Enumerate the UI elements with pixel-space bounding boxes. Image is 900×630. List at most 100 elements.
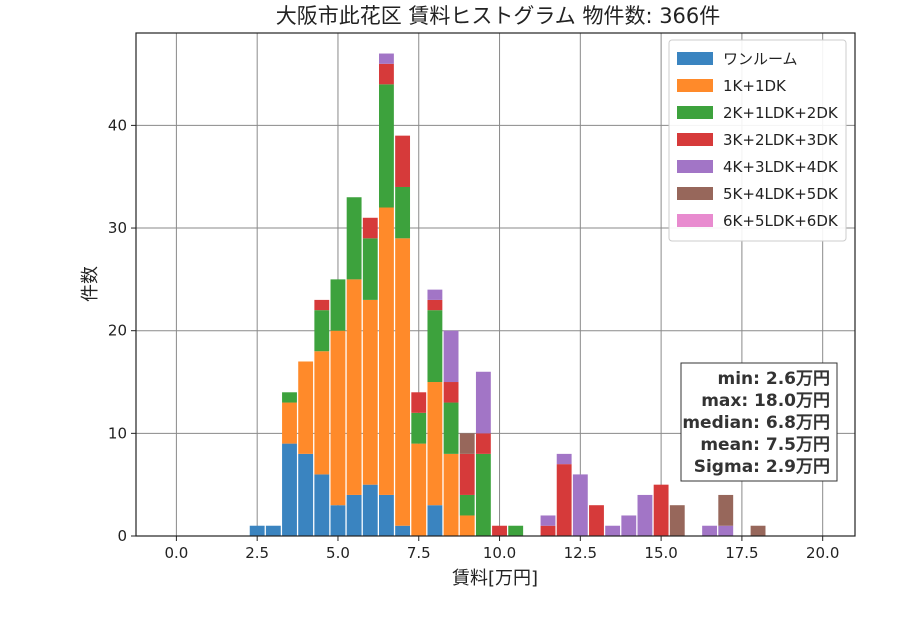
legend-swatch [677,160,713,173]
legend-swatch [677,133,713,146]
legend: ワンルーム 1K+1DK 2K+1LDK+2DK 3K+2LDK+3DK 4K+3LDK… [668,39,847,242]
legend-label: ワンルーム [723,50,798,68]
histogram-bar [346,494,362,536]
legend-label: 2K+1LDK+2DK [723,104,839,122]
x-tick-label: 10.0 [483,544,516,562]
histogram-bar [298,453,314,536]
histogram-bar [427,299,443,311]
histogram-bar [379,494,394,536]
legend-swatch [677,214,713,227]
histogram-bar [556,453,572,465]
histogram-bar [718,525,734,536]
legend-box [668,39,847,242]
legend-label: 4K+3LDK+4DK [723,158,839,176]
histogram-bar [605,525,621,536]
y-tick-label: 20 [108,322,127,340]
y-tick-label: 40 [108,116,127,134]
x-tick-label: 12.5 [564,544,597,562]
histogram-bar [362,299,378,485]
bars-group [249,53,766,536]
histogram-bar [459,515,475,536]
histogram-bar [589,505,604,536]
y-tick-label: 10 [108,424,127,442]
histogram-bar [362,484,378,536]
histogram-bar [330,330,346,506]
stats-line: min: 2.6万円 [718,369,830,389]
histogram-bar [362,217,378,239]
histogram-bar [282,443,297,536]
x-tick-label: 20.0 [806,544,839,562]
histogram-bar [298,361,314,454]
legend-swatch [677,79,713,92]
x-tick-label: 0.0 [164,544,188,562]
histogram-bar [718,494,734,526]
chart-title: 大阪市此花区 賃料ヒストグラム 物件数: 366件 [276,4,721,28]
histogram-bar [540,525,556,536]
histogram-bar [249,525,265,536]
histogram-bar [427,382,443,506]
histogram-bar [427,289,443,300]
histogram-bar [314,299,330,311]
legend-swatch [677,187,713,200]
histogram-bar [314,474,330,536]
histogram-bar [362,238,378,300]
histogram-bar [411,443,427,536]
stats-line: mean: 7.5万円 [700,435,830,455]
histogram-bar [508,525,524,536]
histogram-bar [395,135,411,187]
histogram-bar [702,525,718,536]
histogram-bar [443,330,459,383]
histogram-bar [459,453,475,495]
legend-label: 1K+1DK [723,77,787,95]
histogram-bar [669,505,685,536]
histogram-bar [556,464,572,536]
histogram-bar [443,453,459,536]
histogram-bar [330,505,346,536]
histogram-bar [282,402,297,444]
x-axis-ticks: 0.0 2.5 5.0 7.5 10.0 12.5 15.0 17.5 20.0 [164,536,839,562]
histogram-bar [411,392,427,413]
x-axis-label: 賃料[万円] [452,568,538,589]
stats-line: Sigma: 2.9万円 [694,457,830,477]
histogram-bar [492,525,507,536]
histogram-bar [395,186,411,239]
legend-label: 6K+5LDK+6DK [723,212,839,230]
histogram-bar [621,515,637,536]
plot-frame [135,32,856,537]
histogram-bar [653,484,669,536]
histogram-bar [475,433,491,454]
y-axis-label: 件数 [80,266,101,302]
stats-frame [680,362,838,482]
histogram-bar [379,63,394,85]
y-tick-label: 0 [117,527,127,545]
histogram-bar [637,494,653,536]
y-tick-label: 30 [108,219,127,237]
x-tick-label: 17.5 [725,544,758,562]
histogram-bar [459,494,475,516]
legend-label: 5K+4LDK+5DK [723,185,839,203]
axes-border [135,32,856,537]
histogram-bar [427,505,443,536]
histogram-bar [379,53,394,64]
stats-line: max: 18.0万円 [701,391,830,411]
histogram-bar [443,402,459,454]
histogram-bar [427,310,443,383]
histogram-bar [475,453,491,536]
histogram-bar [540,515,556,526]
histogram-bar [459,433,475,454]
histogram-bar [572,474,588,536]
histogram-bar [750,525,766,536]
x-tick-label: 15.0 [644,544,677,562]
histogram-bar [265,525,281,536]
histogram-bar [475,371,491,434]
histogram-bar [411,412,427,444]
legend-swatch [677,106,713,119]
histogram-bar [346,197,362,280]
legend-label: 3K+2LDK+3DK [723,131,839,149]
histogram-bar [346,279,362,495]
histogram-bar [330,279,346,331]
histogram-bar [379,207,394,495]
x-tick-label: 7.5 [407,544,431,562]
histogram-bar [395,525,411,536]
